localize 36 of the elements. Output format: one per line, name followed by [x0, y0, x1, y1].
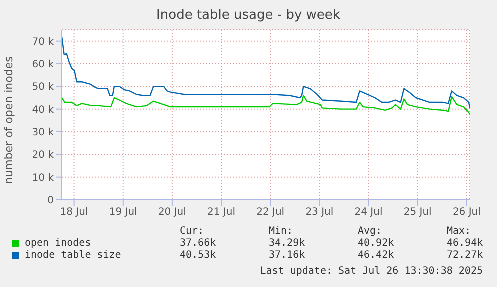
- text: 72.27k: [447, 250, 484, 261]
- x-tick-label: 20 Jul: [158, 207, 186, 218]
- x-tick-label: 23 Jul: [306, 207, 334, 218]
- y-tick-label: 40 k: [32, 104, 54, 116]
- text: Last update: Sat Jul 26 13:30:38 2025: [260, 266, 483, 277]
- x-tick-label: 18 Jul: [60, 207, 88, 218]
- line-series: [62, 95, 470, 116]
- text: Max:: [447, 226, 472, 237]
- x-tick-label: 24 Jul: [354, 207, 383, 218]
- text: Cur:: [180, 226, 206, 237]
- y-tick-label: 60 k: [32, 60, 54, 71]
- chart-title: Inode table usage - by week: [156, 8, 342, 23]
- text: 46.94k: [447, 238, 484, 249]
- text: 37.66k: [180, 238, 218, 249]
- text: Min:: [269, 226, 294, 237]
- legend-label: open inodes: [25, 238, 92, 249]
- legend-label: inode table size: [25, 250, 122, 261]
- text: 40.53k: [180, 250, 218, 261]
- x-tick-label: 19 Jul: [109, 207, 138, 218]
- y-tick-label: 10 k: [32, 172, 54, 184]
- text: 40.92k: [358, 238, 396, 249]
- y-tick-label: 70 k: [32, 36, 54, 48]
- y-axis-title: number of open inodes: [2, 56, 16, 184]
- text: 37.16k: [269, 250, 306, 261]
- x-tick-label: 25 Jul: [404, 207, 432, 218]
- text: 46.42k: [358, 250, 396, 261]
- line-series: [62, 36, 470, 109]
- y-tick-label: 30 k: [32, 128, 54, 139]
- x-tick-label: 21 Jul: [208, 207, 236, 218]
- x-tick-label: 22 Jul: [256, 207, 285, 218]
- y-tick-label: 0: [48, 196, 54, 207]
- y-tick-label: 20 k: [32, 150, 54, 162]
- text: Avg:: [358, 226, 384, 237]
- text: 34.29k: [269, 238, 306, 249]
- y-tick-label: 50 k: [32, 82, 54, 94]
- x-tick-label: 26 Jul: [452, 207, 481, 218]
